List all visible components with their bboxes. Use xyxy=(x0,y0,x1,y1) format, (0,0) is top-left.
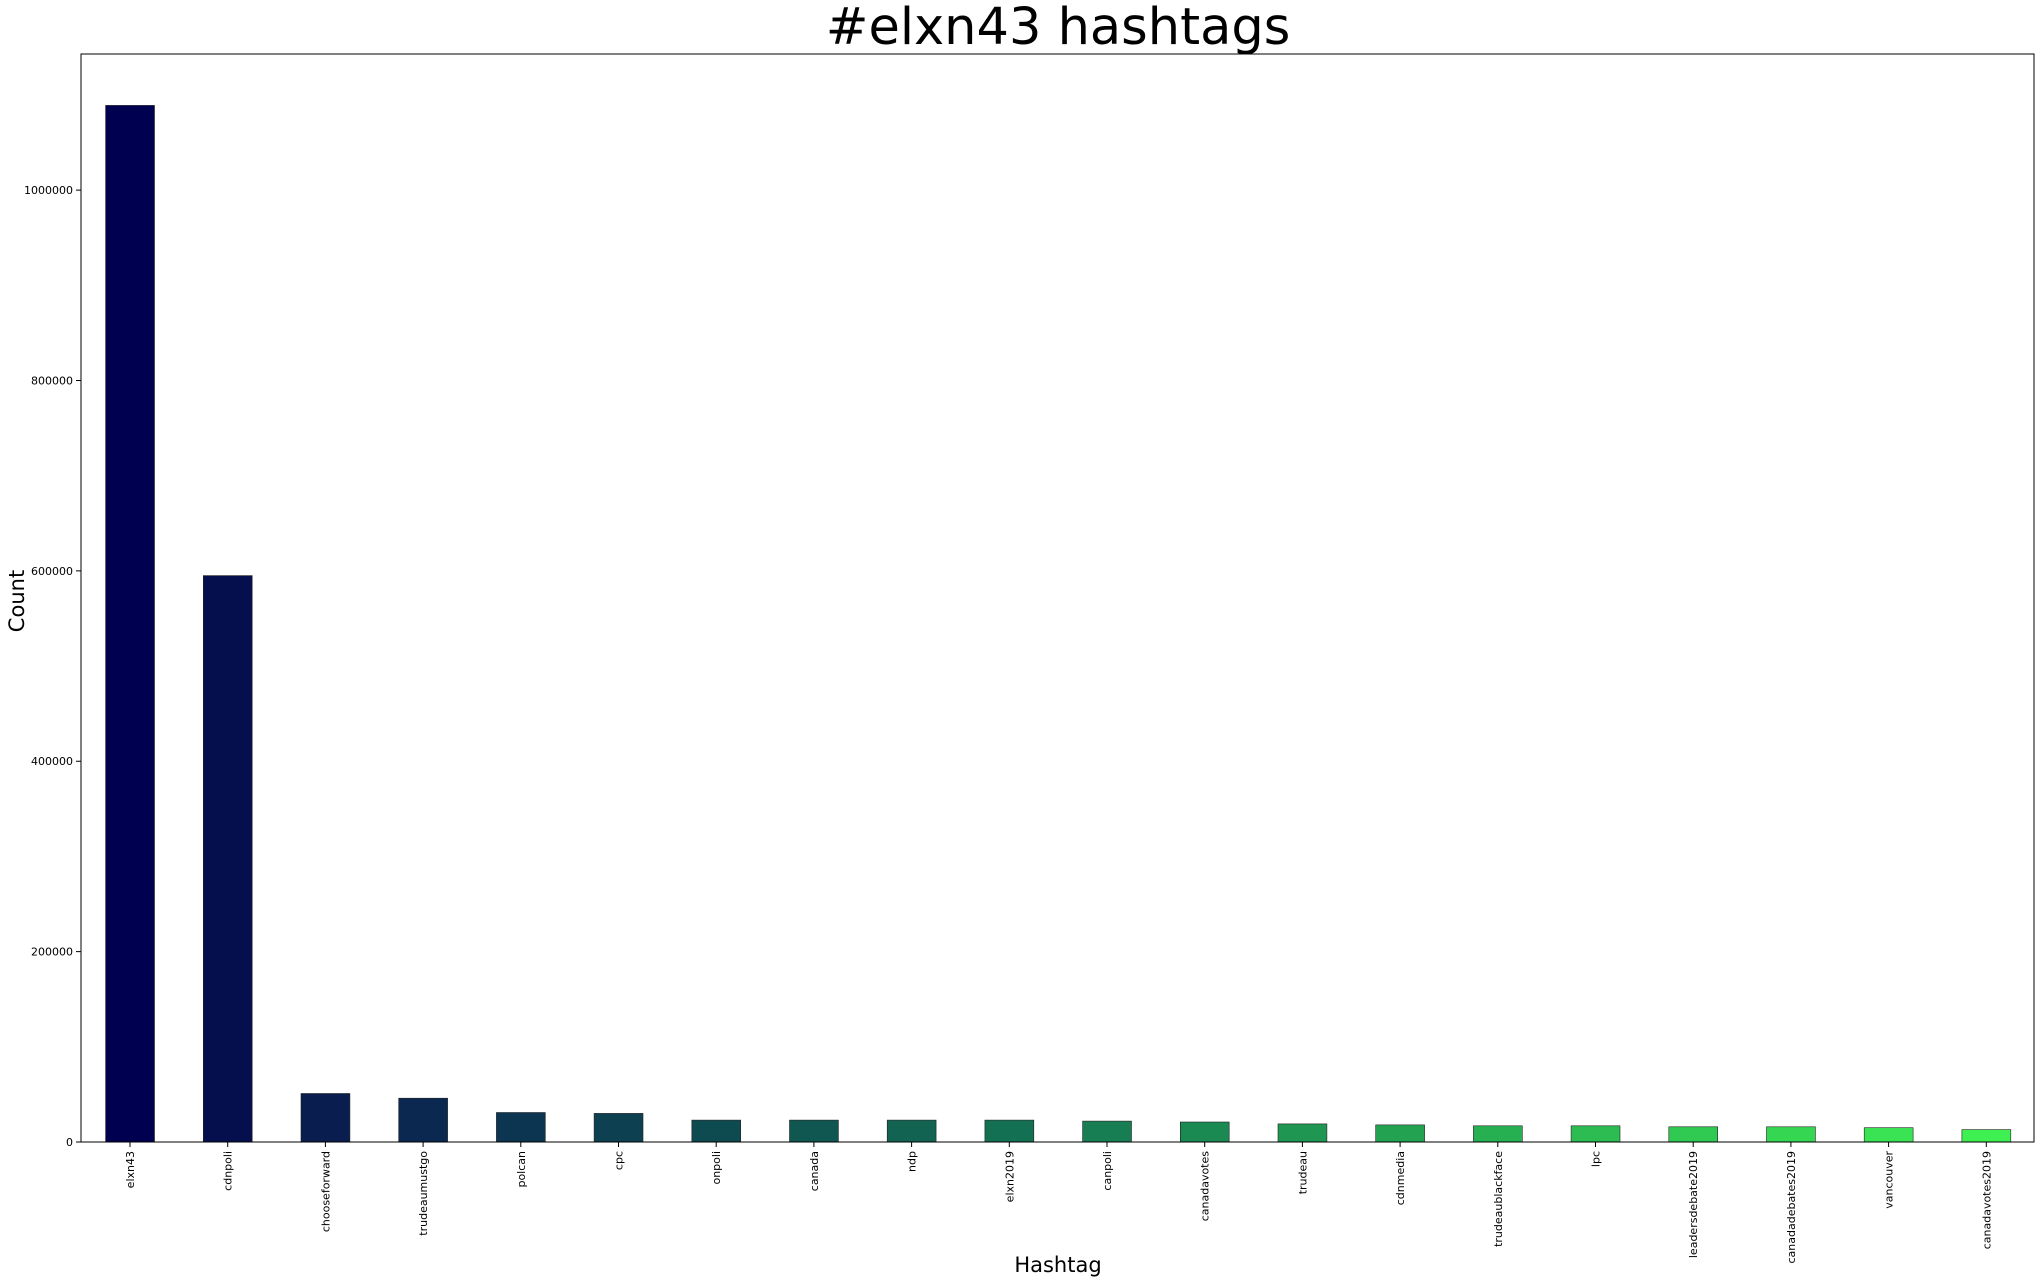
x-tick-label: canada xyxy=(808,1151,821,1191)
bar-polcan xyxy=(496,1112,546,1143)
x-tick-label: cpc xyxy=(613,1151,626,1170)
bar-trudeaublackface xyxy=(1473,1125,1523,1143)
x-tick-label: vancouver xyxy=(1883,1151,1896,1209)
bar-chooseforward xyxy=(300,1093,351,1143)
bar-canadadebates2019 xyxy=(1766,1126,1816,1143)
bar-cdnpoli xyxy=(203,575,253,1143)
y-tick-label: 1000000 xyxy=(24,184,73,197)
x-tick-label: trudeau xyxy=(1296,1151,1309,1194)
bar-elxn2019 xyxy=(984,1119,1035,1143)
x-tick-label: onpoli xyxy=(710,1151,723,1185)
x-tick-label: chooseforward xyxy=(319,1151,332,1232)
bar-lpc xyxy=(1570,1125,1621,1143)
x-tick-label: canadadebates2019 xyxy=(1785,1151,1798,1264)
bar-cpc xyxy=(593,1113,644,1143)
x-tick-label: trudeaumustgo xyxy=(417,1151,430,1236)
y-tick-label: 0 xyxy=(66,1136,73,1149)
plot-frame xyxy=(80,53,2035,1143)
bar-elxn43 xyxy=(105,105,155,1143)
y-tick-label: 400000 xyxy=(31,755,73,768)
bar-onpoli xyxy=(691,1119,741,1143)
bar-vancouver xyxy=(1863,1127,1914,1143)
x-tick-label: cdnmedia xyxy=(1394,1151,1407,1205)
bar-trudeau xyxy=(1277,1123,1328,1143)
bar-canadavotes2019 xyxy=(1961,1129,2012,1143)
x-tick-label: canadavotes2019 xyxy=(1980,1151,1993,1249)
bar-ndp xyxy=(886,1119,937,1143)
x-tick-label: lpc xyxy=(1590,1151,1603,1167)
y-axis-label: Count xyxy=(5,570,29,632)
x-tick-label: canpoli xyxy=(1101,1151,1114,1191)
y-tick-label: 200000 xyxy=(31,946,73,959)
x-ticks-group: elxn43 cdnpoli chooseforward trudeaumustgo p… xyxy=(124,1142,1993,1264)
x-tick-label: leadersdebate2019 xyxy=(1687,1151,1700,1258)
bar-canadavotes xyxy=(1180,1121,1230,1143)
bar-canpoli xyxy=(1082,1120,1132,1143)
y-tick-label: 600000 xyxy=(31,565,73,578)
y-tick-label: 800000 xyxy=(31,374,73,387)
bars-group xyxy=(105,105,2012,1143)
x-axis-label: Hashtag xyxy=(1014,1253,1101,1277)
x-tick-label: canadavotes xyxy=(1199,1151,1212,1222)
chart-title: #elxn43 hashtags xyxy=(826,0,1291,57)
x-tick-label: ndp xyxy=(906,1151,919,1172)
x-tick-label: cdnpoli xyxy=(222,1151,235,1191)
y-ticks-group: 0 200000 400000 600000 800000 1000000 xyxy=(24,184,81,1149)
x-tick-label: polcan xyxy=(515,1151,528,1188)
x-tick-label: elxn43 xyxy=(124,1151,137,1188)
bar-trudeaumustgo xyxy=(398,1097,448,1143)
x-tick-label: elxn2019 xyxy=(1003,1151,1016,1202)
bar-canada xyxy=(789,1119,839,1143)
x-tick-label: trudeaublackface xyxy=(1492,1151,1505,1247)
bar-cdnmedia xyxy=(1375,1124,1425,1143)
bar-leadersdebate2019 xyxy=(1668,1126,1719,1143)
